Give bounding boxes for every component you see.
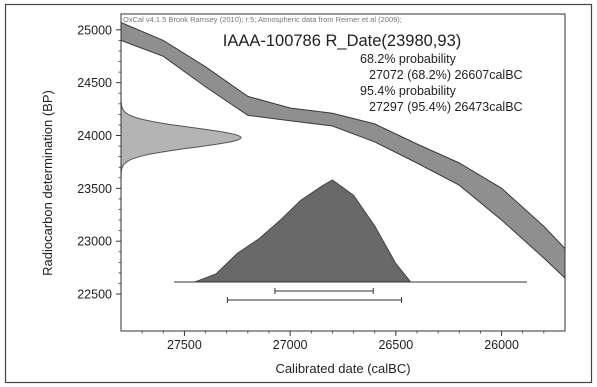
x-tick-label: 27500 (167, 338, 202, 352)
y-tick-label: 24500 (77, 76, 112, 90)
range-95-value: 27297 (95.4%) 26473calBC (369, 100, 523, 114)
x-tick-label: 26500 (378, 338, 413, 352)
radiocarbon-distribution (120, 96, 242, 179)
y-tick-label: 23500 (77, 182, 112, 196)
image-frame (4, 3, 593, 384)
y-tick-label: 25000 (77, 23, 112, 37)
y-axis-title: Radiocarbon determination (BP) (40, 90, 55, 276)
x-axis-title: Calibrated date (calBC) (275, 361, 410, 376)
range-68-label: 68.2% probability (360, 52, 457, 66)
range-95-label: 95.4% probability (360, 84, 457, 98)
y-tick-label: 23000 (77, 235, 112, 249)
credit-line: OxCal v4.1.5 Bronk Ramsey (2010); r:5; A… (123, 15, 402, 24)
chart-title: IAAA-100786 R_Date(23980,93) (223, 32, 462, 50)
range-68-value: 27072 (68.2%) 26607calBC (369, 68, 523, 82)
y-tick-label: 24000 (77, 129, 112, 143)
x-tick-label: 26000 (484, 338, 519, 352)
calibration-curve-band (121, 21, 565, 279)
plot-frame (120, 13, 566, 332)
x-tick-label: 27000 (273, 338, 308, 352)
calibrated-distribution (194, 179, 412, 283)
y-tick-label: 22500 (77, 288, 112, 302)
